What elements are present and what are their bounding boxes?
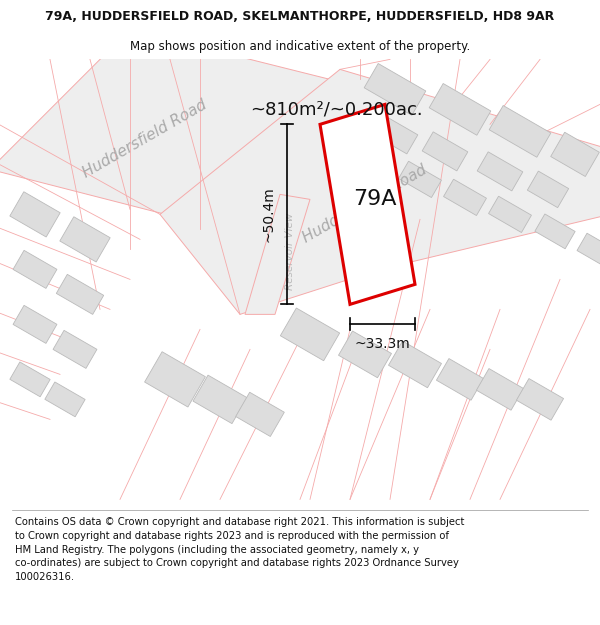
Polygon shape xyxy=(372,115,418,154)
Polygon shape xyxy=(364,64,426,115)
Polygon shape xyxy=(145,352,205,407)
Text: Huddersfield Road: Huddersfield Road xyxy=(300,162,430,246)
Polygon shape xyxy=(535,214,575,249)
Text: Reservoir View: Reservoir View xyxy=(285,213,295,290)
Polygon shape xyxy=(236,392,284,436)
Polygon shape xyxy=(436,359,484,400)
Polygon shape xyxy=(56,274,104,314)
Polygon shape xyxy=(489,106,551,158)
Polygon shape xyxy=(45,382,85,417)
Text: Map shows position and indicative extent of the property.: Map shows position and indicative extent… xyxy=(130,40,470,52)
Text: Huddersfield Road: Huddersfield Road xyxy=(80,98,209,181)
Polygon shape xyxy=(477,152,523,191)
Polygon shape xyxy=(60,217,110,262)
Polygon shape xyxy=(280,308,340,361)
Polygon shape xyxy=(398,161,442,198)
Polygon shape xyxy=(320,104,415,304)
Polygon shape xyxy=(389,341,442,388)
Text: 79A: 79A xyxy=(353,189,397,209)
Polygon shape xyxy=(551,132,599,176)
Polygon shape xyxy=(338,331,391,378)
Polygon shape xyxy=(193,375,247,424)
Polygon shape xyxy=(10,362,50,397)
Polygon shape xyxy=(160,69,600,314)
Text: 79A, HUDDERSFIELD ROAD, SKELMANTHORPE, HUDDERSFIELD, HD8 9AR: 79A, HUDDERSFIELD ROAD, SKELMANTHORPE, H… xyxy=(46,10,554,23)
Text: ~50.4m: ~50.4m xyxy=(262,186,276,242)
Polygon shape xyxy=(245,194,310,314)
Polygon shape xyxy=(10,192,60,237)
Polygon shape xyxy=(0,29,330,219)
Text: ~810m²/~0.200ac.: ~810m²/~0.200ac. xyxy=(250,101,422,118)
Polygon shape xyxy=(577,233,600,266)
Polygon shape xyxy=(422,132,468,171)
Text: Contains OS data © Crown copyright and database right 2021. This information is : Contains OS data © Crown copyright and d… xyxy=(15,518,464,582)
Polygon shape xyxy=(443,179,487,216)
Polygon shape xyxy=(429,84,491,135)
Text: ~33.3m: ~33.3m xyxy=(355,338,410,351)
Polygon shape xyxy=(13,251,57,288)
Polygon shape xyxy=(13,306,57,343)
Polygon shape xyxy=(53,331,97,368)
Polygon shape xyxy=(527,171,569,208)
Polygon shape xyxy=(476,369,524,410)
Polygon shape xyxy=(517,379,563,420)
Polygon shape xyxy=(488,196,532,232)
